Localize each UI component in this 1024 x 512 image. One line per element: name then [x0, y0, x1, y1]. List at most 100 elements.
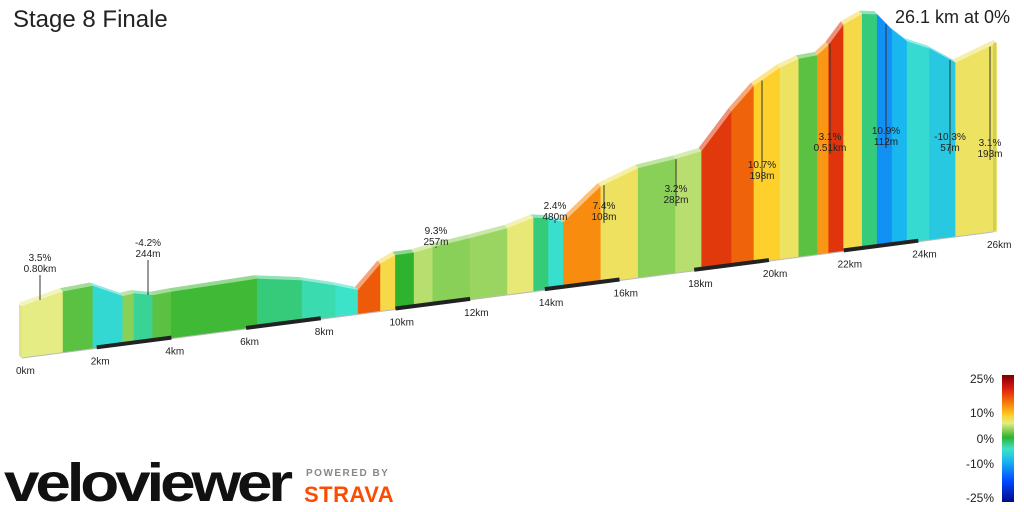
km-axis-band — [395, 296, 471, 311]
gradient-segment — [92, 285, 124, 350]
annotation-length: 244m — [135, 249, 160, 260]
logo-text: veloviewer — [4, 455, 293, 511]
segment-top — [332, 282, 359, 291]
segment-top — [750, 64, 781, 87]
segment-top — [530, 214, 549, 219]
km-axis-band — [245, 316, 322, 330]
annotation-grade: 3.1% — [819, 132, 842, 143]
route-summary: 26.1 km at 0% — [894, 7, 1010, 27]
segment-top — [728, 82, 754, 112]
gradient-legend: 25% 10% 0% -10% -25% — [950, 372, 1020, 508]
annotation-length: 108m — [591, 212, 616, 223]
gradient-segment — [843, 13, 863, 252]
gradient-colorbar — [1002, 375, 1014, 502]
annotation-grade: 3.5% — [29, 253, 52, 264]
segment-top — [119, 290, 135, 297]
annotation-length: 0.80km — [24, 264, 57, 275]
gradient-segment — [507, 217, 534, 296]
segment-top — [560, 183, 601, 223]
gradient-segment — [133, 293, 154, 344]
segment-top — [355, 260, 381, 291]
annotation-grade: 2.4% — [544, 201, 567, 212]
veloviewer-logo: veloviewer — [4, 455, 294, 511]
profile-start-cap — [19, 304, 22, 358]
annotation-length: 480m — [542, 212, 567, 223]
segment-top — [19, 288, 64, 307]
segment-top — [504, 214, 534, 229]
gradient-segment — [380, 254, 396, 312]
x-tick-label: 18km — [688, 279, 712, 290]
annotation-grade: 9.3% — [425, 226, 448, 237]
annotation-grade: 10.9% — [872, 126, 900, 137]
annotation-length: 112m — [874, 137, 898, 148]
segment-top — [411, 243, 433, 253]
segment-top — [60, 282, 93, 292]
segment-top — [874, 11, 893, 31]
segment-top — [814, 41, 829, 56]
km-axis-band — [544, 277, 620, 292]
segment-top — [889, 26, 908, 42]
segment-top — [299, 277, 336, 286]
x-tick-label: 24km — [912, 250, 936, 261]
profile-end-cap — [993, 41, 996, 232]
page-title: Stage 8 Finale — [13, 6, 168, 33]
gradient-segment — [779, 58, 800, 260]
x-tick-label: 6km — [240, 337, 259, 348]
annotation-grade: 7.4% — [593, 201, 616, 212]
segment-top — [777, 55, 799, 68]
x-tick-label: 2km — [91, 356, 110, 367]
annotation-grade: 10.7% — [748, 160, 776, 171]
segment-top — [89, 282, 123, 297]
segment-top — [952, 43, 990, 64]
annotation-length: 193m — [977, 149, 1002, 160]
strava-logo: STRAVA — [304, 482, 395, 507]
annotation-length: 198m — [749, 171, 774, 182]
segment-top — [131, 290, 153, 296]
x-tick-label: 8km — [315, 327, 334, 338]
gradient-segment — [301, 280, 337, 322]
x-tick-label: 14km — [539, 298, 563, 309]
gradient-segment — [395, 252, 415, 310]
segment-top — [698, 108, 732, 152]
segment-top — [467, 224, 508, 239]
gradient-segment — [533, 217, 549, 292]
baseline — [21, 231, 994, 359]
segment-top — [597, 164, 639, 187]
x-tick-label: 26km — [987, 240, 1011, 251]
km-axis-band — [96, 335, 172, 350]
gradient-segment — [469, 228, 508, 301]
gradient-segment — [701, 110, 732, 271]
segment-top — [904, 38, 930, 49]
segment-top — [635, 155, 676, 169]
x-tick-label: 16km — [614, 288, 638, 299]
x-tick-label: 10km — [389, 318, 413, 329]
legend-tick-label: -10% — [965, 456, 994, 471]
annotation-grade: -10.3% — [934, 132, 966, 143]
segment-top — [545, 214, 564, 223]
segment-top — [254, 275, 303, 281]
segment-top — [795, 51, 818, 60]
segment-top — [149, 288, 172, 296]
annotation-grade: 3.2% — [665, 184, 688, 195]
gradient-segment — [122, 293, 135, 346]
km-axis-band — [843, 238, 919, 253]
gradient-segment — [637, 158, 676, 279]
elevation-profile-chart: 0km 2km 4km 6km 8km 10km 12km 14km 16km 18km 20km 2… — [16, 10, 1011, 377]
x-tick-label: 20km — [763, 269, 787, 280]
annotation-grade: -4.2% — [135, 238, 161, 249]
segment-top — [429, 234, 471, 248]
annotation-grade: 3.1% — [979, 138, 1002, 149]
annotation-length: 282m — [663, 195, 688, 206]
x-tick-label: 4km — [165, 347, 184, 358]
annotation-length: 57m — [940, 143, 959, 154]
x-tick-label: 22km — [838, 259, 862, 270]
legend-tick-label: -25% — [965, 491, 994, 505]
legend-tick-label: 10% — [969, 406, 994, 421]
gradient-segment — [798, 55, 818, 258]
gradient-segment — [152, 291, 172, 342]
gradient-segment — [413, 246, 434, 308]
gradient-segment — [432, 237, 471, 306]
gradient-segment — [335, 285, 359, 318]
annotation-length: 0.51km — [814, 143, 847, 154]
gradient-segment — [906, 41, 930, 244]
